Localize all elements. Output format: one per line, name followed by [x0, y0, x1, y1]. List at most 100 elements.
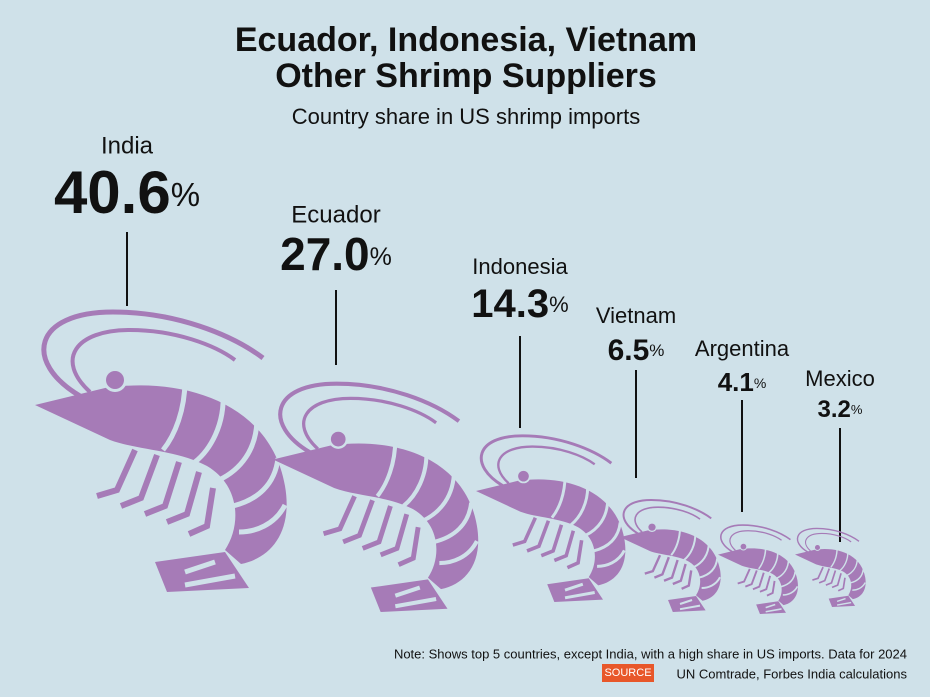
segment: [422, 470, 457, 523]
chart-subtitle: Country share in US shrimp imports: [292, 104, 640, 129]
category-label: Indonesia: [472, 254, 568, 279]
segment: [564, 591, 595, 600]
leg: [825, 570, 837, 586]
shrimp-tail: [155, 552, 249, 592]
segment: [184, 559, 216, 575]
shrimp-tail: [547, 578, 604, 602]
shrimp-body: [620, 529, 721, 601]
source-badge: [602, 664, 654, 682]
leg: [766, 580, 776, 597]
segment: [780, 571, 797, 588]
category-label: Argentina: [695, 336, 790, 361]
source-label: SOURCE: [604, 667, 651, 679]
value-label: 6.5%: [608, 334, 665, 367]
antenna: [805, 532, 852, 552]
leg: [744, 570, 758, 588]
segment: [433, 502, 474, 544]
shrimp: [273, 381, 479, 612]
note: Note: Shows top 5 countries, except Indi…: [394, 646, 907, 661]
category-label: Mexico: [805, 366, 875, 391]
antenna: [497, 445, 596, 485]
segment: [238, 503, 288, 535]
chart-title: Ecuador, Indonesia, Vietnam: [235, 21, 697, 59]
leg: [165, 471, 202, 525]
antenna: [302, 396, 438, 451]
segment: [193, 391, 226, 464]
leg: [553, 530, 576, 563]
segment: [439, 540, 479, 566]
segment: [679, 604, 701, 611]
leg: [831, 573, 842, 589]
eye: [330, 431, 346, 447]
segment: [670, 527, 682, 556]
leg: [644, 554, 662, 575]
segment: [839, 550, 849, 572]
leg: [96, 448, 138, 499]
segment: [161, 379, 188, 452]
leg: [752, 572, 765, 591]
segment: [584, 498, 610, 537]
segment: [836, 597, 846, 603]
shrimp: [620, 498, 721, 612]
leg: [663, 559, 679, 582]
leg: [672, 563, 687, 586]
leg: [759, 575, 772, 593]
shrimp-body: [718, 548, 798, 606]
leg: [737, 568, 751, 585]
value-label: 27.0%: [280, 228, 392, 280]
segment: [683, 531, 697, 561]
leg: [322, 495, 357, 537]
source: UN Comtrade, Forbes India calculations: [677, 666, 908, 681]
leg: [512, 516, 537, 547]
segment: [776, 558, 790, 580]
shrimp-tail: [828, 595, 856, 607]
leg: [681, 570, 693, 590]
leg: [540, 524, 564, 558]
leg: [379, 513, 410, 558]
segment: [375, 439, 398, 498]
category-label: Ecuador: [291, 201, 380, 228]
segment: [217, 417, 260, 483]
leg: [342, 499, 375, 545]
shrimp-body: [795, 548, 866, 600]
segment: [782, 585, 799, 596]
segment: [184, 573, 236, 588]
antenna: [720, 524, 791, 553]
shrimp-tail: [370, 579, 448, 612]
antenna: [70, 327, 237, 394]
leg: [837, 577, 846, 592]
segment: [830, 547, 838, 568]
leg: [397, 526, 421, 567]
leg: [119, 453, 160, 509]
value-label: 14.3%: [471, 282, 568, 326]
value-label: 40.6%: [54, 159, 200, 226]
shrimp: [476, 434, 626, 602]
category-label: India: [101, 132, 154, 159]
value-label: 4.1%: [718, 367, 767, 397]
antenna: [634, 506, 701, 533]
segment: [852, 582, 866, 591]
eye: [518, 470, 529, 482]
leg: [361, 505, 393, 551]
segment: [768, 550, 779, 574]
eye: [648, 523, 656, 531]
segment: [846, 558, 859, 577]
segment: [564, 582, 584, 592]
segment: [394, 585, 421, 598]
category-label: Vietnam: [596, 303, 676, 328]
leg: [818, 568, 831, 584]
eye: [740, 543, 747, 550]
antenna: [729, 530, 782, 551]
segment: [402, 448, 429, 508]
shrimp-body: [273, 443, 479, 590]
shrimp-body: [476, 479, 626, 586]
leg: [143, 461, 182, 517]
shrimp-body: [35, 385, 287, 564]
segment: [701, 576, 721, 589]
segment: [593, 522, 622, 553]
segment: [765, 608, 782, 613]
leg: [812, 566, 824, 581]
